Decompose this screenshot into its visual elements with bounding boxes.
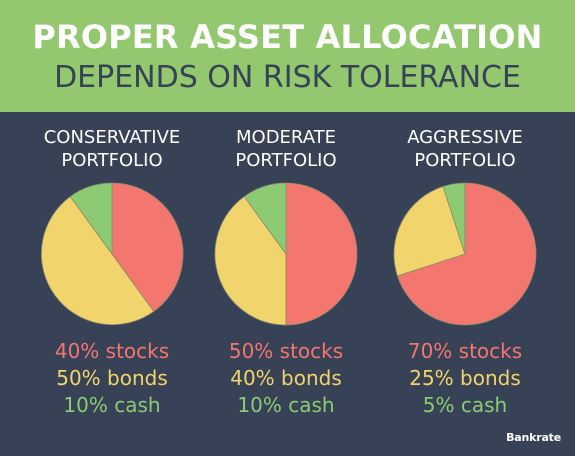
chart-title-line-2: PORTFOLIO xyxy=(61,150,163,171)
pie-slice-stocks xyxy=(285,182,358,326)
legend-cash: 5% cash xyxy=(422,393,508,417)
chart-title-line-2: PORTFOLIO xyxy=(235,150,337,171)
legend-cash: 10% cash xyxy=(63,393,161,417)
pie-slice-bonds xyxy=(214,196,287,326)
chart-title-line-1: AGGRESSIVE xyxy=(407,127,523,148)
aggressive-pie xyxy=(393,182,537,326)
pie-slice-stocks xyxy=(111,182,184,312)
moderate-portfolio-chart: MODERATE PORTFOLIO 50% stocks 40% bonds … xyxy=(191,126,381,419)
pie-slice-bonds xyxy=(393,185,466,277)
legend-stocks: 40% stocks xyxy=(54,339,170,363)
title-line-2: DEPENDS ON RISK TOLERANCE xyxy=(54,60,521,95)
conservative-portfolio-chart: CONSERVATIVE PORTFOLIO 40% stocks 50% bo… xyxy=(17,126,207,419)
pie-slice-cash xyxy=(243,182,287,256)
legend-bonds: 25% bonds xyxy=(409,366,521,390)
title-line-1: PROPER ASSET ALLOCATION xyxy=(32,18,543,56)
pie-slice-cash xyxy=(69,182,113,256)
pie-slice-stocks xyxy=(396,182,537,326)
legend-bonds: 40% bonds xyxy=(230,366,342,390)
legend-cash: 10% cash xyxy=(237,393,335,417)
pie-slice-cash xyxy=(442,182,466,255)
legend-bonds: 50% bonds xyxy=(56,366,168,390)
moderate-legend: 50% stocks 40% bonds 10% cash xyxy=(191,338,381,419)
chart-title-line-2: PORTFOLIO xyxy=(414,150,516,171)
legend-stocks: 50% stocks xyxy=(228,339,344,363)
title-banner: PROPER ASSET ALLOCATION DEPENDS ON RISK … xyxy=(0,0,575,112)
chart-title-line-1: CONSERVATIVE xyxy=(43,127,181,148)
aggressive-portfolio-chart: AGGRESSIVE PORTFOLIO 70% stocks 25% bond… xyxy=(370,126,560,419)
moderate-pie xyxy=(214,182,358,326)
chart-title-line-1: MODERATE xyxy=(236,127,336,148)
conservative-legend: 40% stocks 50% bonds 10% cash xyxy=(17,338,207,419)
bankrate-logo: Bankrate xyxy=(506,431,561,444)
aggressive-legend: 70% stocks 25% bonds 5% cash xyxy=(370,338,560,419)
legend-stocks: 70% stocks xyxy=(407,339,523,363)
pie-slice-bonds xyxy=(41,195,155,326)
conservative-pie xyxy=(41,182,184,326)
